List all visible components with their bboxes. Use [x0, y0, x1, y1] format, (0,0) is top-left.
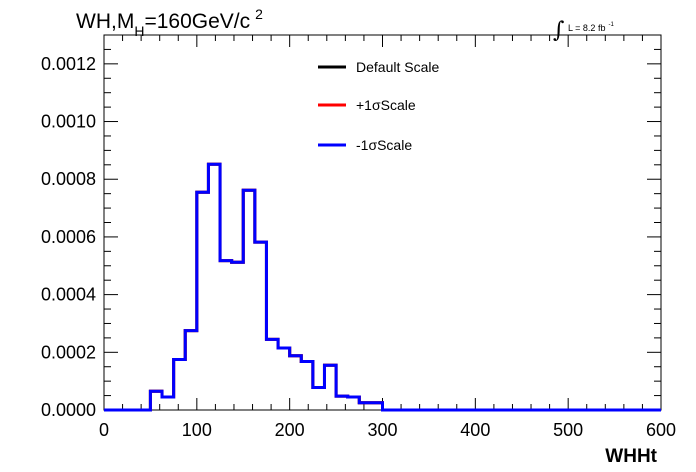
x-tick-label: 500 [553, 420, 583, 440]
histogram-series-1 [104, 162, 661, 412]
y-tick-label: 0.0006 [41, 227, 96, 247]
integral-symbol: ∫ [553, 18, 565, 43]
x-tick-label: 400 [460, 420, 490, 440]
legend: Default Scale +1σScale -1σScale [318, 59, 439, 153]
title-superscript: 2 [255, 6, 263, 22]
x-axis: 0 100 200 300 400 500 600 [99, 35, 676, 440]
lumi-text: L = 8.2 fb [568, 23, 605, 33]
lumi-label: L = 8.2 fb -1 [568, 22, 614, 33]
y-tick-label: 0.0004 [41, 285, 96, 305]
x-tick-label: 100 [182, 420, 212, 440]
series-layer [104, 162, 661, 412]
x-axis-label: WHHt [605, 446, 657, 467]
y-tick-label: 0.0000 [41, 400, 96, 420]
legend-label: Default Scale [356, 59, 439, 75]
histogram-series-2 [104, 162, 661, 412]
title-main: WH,M [76, 10, 134, 33]
y-tick-label: 0.0010 [41, 112, 96, 132]
x-tick-label: 300 [367, 420, 397, 440]
y-tick-label: 0.0002 [41, 342, 96, 362]
chart-title: WH,MH=160GeV/c 2 [76, 6, 263, 39]
x-tick-label: 0 [99, 420, 109, 440]
title-subscript: H [134, 23, 144, 39]
y-tick-label: 0.0008 [41, 169, 96, 189]
x-tick-label: 200 [275, 420, 305, 440]
y-axis: 0.0000 0.0002 0.0004 0.0006 0.0008 0.0010 0.00… [41, 34, 661, 420]
x-tick-label: 600 [646, 420, 676, 440]
legend-label: +1σScale [356, 97, 416, 113]
legend-label: -1σScale [356, 137, 412, 153]
lumi-superscript: -1 [608, 22, 614, 28]
histogram-series-3 [104, 162, 661, 412]
plot-frame [103, 34, 662, 411]
y-tick-label: 0.0012 [41, 54, 96, 74]
title-rest: =160GeV/c [144, 10, 250, 33]
